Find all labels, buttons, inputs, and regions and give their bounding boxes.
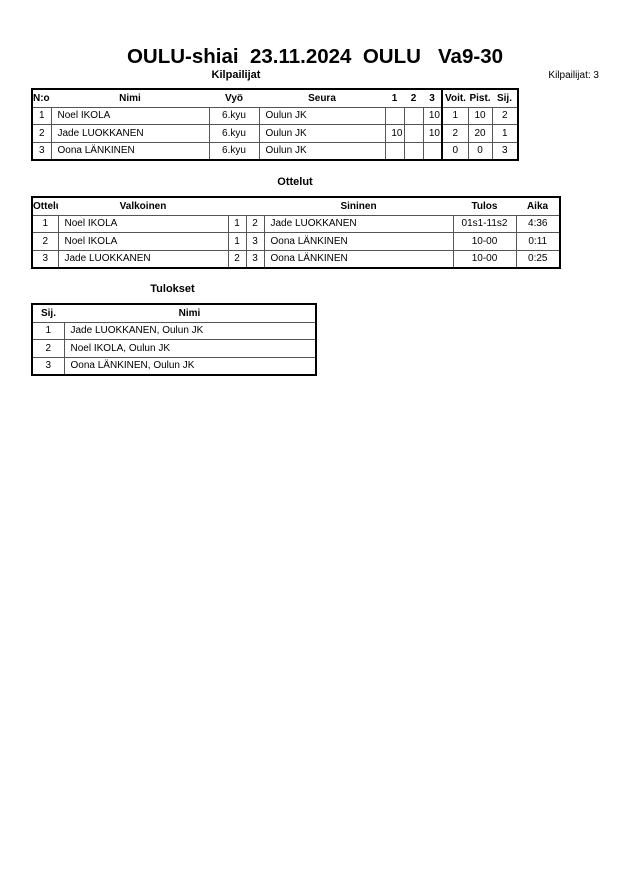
table-row: 1 Noel IKOLA 6.kyu Oulun JK 10 1 10 2 [31,106,519,125]
table-row: 3 Jade LUOKKANEN 2 3 Oona LÄNKINEN 10-00 0:25 [31,249,561,269]
table-cell: 1 [31,321,65,340]
header-row: N:o Nimi Vyö Seura 1 2 3 Voit. Pist. Sij. [32,89,518,108]
table-cell: Noel IKOLA [57,214,229,233]
table-row: 2 Noel IKOLA 1 3 Oona LÄNKINEN 10-00 0:11 [31,232,561,251]
table-cell [403,106,424,125]
column-header: Pist. [468,89,492,108]
table-cell: 3 [491,141,519,161]
table-cell [384,141,405,161]
table-cell: 1 [227,232,247,251]
table-row: 3 Oona LÄNKINEN, Oulun JK [31,356,317,376]
table-cell: 10 [467,106,493,125]
table-cell: 0 [441,141,469,161]
table-cell: 3 [31,249,59,269]
table-cell: Oulun JK [258,124,386,143]
table-cell: 3 [31,356,65,376]
table-cell: 6.kyu [208,141,260,161]
header-row: Sij. Nimi [32,304,316,323]
table-cell: 3 [245,249,265,269]
table-cell: 2 [441,124,469,143]
column-header [228,197,246,216]
table-cell: 3 [31,141,52,161]
column-header: 3 [423,89,442,108]
column-header: 2 [404,89,423,108]
column-header: Ottelu [32,197,58,216]
column-header: Sij. [32,304,64,323]
column-header: Valkoinen [58,197,228,216]
table-cell [403,141,424,161]
column-header: 1 [385,89,404,108]
table-cell: 0:11 [515,232,561,251]
table-cell [384,106,405,125]
table-cell: 2 [491,106,519,125]
table-cell: 20 [467,124,493,143]
table-cell: Oona LÄNKINEN [263,232,454,251]
table-cell: 10 [384,124,405,143]
results-table: Sij. Nimi 1 Jade LUOKKANEN, Oulun JK 2 Noel I… [31,303,317,376]
table-cell: Noel IKOLA [50,106,210,125]
table-cell [422,141,443,161]
table-cell: Jade LUOKKANEN, Oulun JK [63,321,317,340]
table-cell: 1 [227,214,247,233]
column-header: Vyö [209,89,259,108]
table-cell: 3 [245,232,265,251]
table-cell: 10-00 [452,232,517,251]
table-cell: 01s1-11s2 [452,214,517,233]
table-cell: 1 [441,106,469,125]
table-cell: 10 [422,124,443,143]
column-header: Sij. [492,89,518,108]
table-cell: Oona LÄNKINEN [263,249,454,269]
table-cell: 4:36 [515,214,561,233]
column-header: Tulos [453,197,516,216]
competitors-count: Kilpailijat: 3 [548,70,599,81]
competitors-heading: Kilpailijat [211,69,261,81]
table-cell: 10 [422,106,443,125]
table-cell: 2 [227,249,247,269]
table-cell: 2 [31,124,52,143]
table-row: 2 Noel IKOLA, Oulun JK [31,339,317,358]
table-row: 3 Oona LÄNKINEN 6.kyu Oulun JK 0 0 3 [31,141,519,161]
table-cell: 2 [31,339,65,358]
column-header: Nimi [51,89,209,108]
table-row: 2 Jade LUOKKANEN 6.kyu Oulun JK 10 10 2 20 1 [31,124,519,143]
table-cell: 1 [491,124,519,143]
column-header: Voit. [441,89,468,108]
matches-heading: Ottelut [277,176,313,188]
table-cell: 10-00 [452,249,517,269]
column-header: N:o [32,89,51,108]
table-row: 1 Jade LUOKKANEN, Oulun JK [31,321,317,340]
table-cell: Oulun JK [258,106,386,125]
table-cell: 6.kyu [208,124,260,143]
table-cell: 2 [245,214,265,233]
table-cell: Jade LUOKKANEN [50,124,210,143]
table-cell: Noel IKOLA, Oulun JK [63,339,317,358]
competitors-table: N:o Nimi Vyö Seura 1 2 3 Voit. Pist. Sij. 1 Noel IK… [31,88,519,161]
column-header: Sininen [264,197,453,216]
column-header: Nimi [64,304,316,323]
table-cell: Jade LUOKKANEN [57,249,229,269]
table-cell: Oona LÄNKINEN, Oulun JK [63,356,317,376]
table-row: 1 Noel IKOLA 1 2 Jade LUOKKANEN 01s1-11s2 4:36 [31,214,561,233]
table-cell: 1 [31,214,59,233]
results-heading: Tulokset [150,283,195,295]
table-cell [403,124,424,143]
table-cell: 0 [467,141,493,161]
table-cell: 6.kyu [208,106,260,125]
column-header [246,197,264,216]
table-cell: Oulun JK [258,141,386,161]
table-cell: 1 [31,106,52,125]
column-header: Aika [516,197,560,216]
page-title: OULU-shiai 23.11.2024 OULU Va9-30 [126,45,503,68]
column-header: Seura [259,89,385,108]
table-cell: 0:25 [515,249,561,269]
table-cell: 2 [31,232,59,251]
table-cell: Oona LÄNKINEN [50,141,210,161]
table-cell: Noel IKOLA [57,232,229,251]
table-cell: Jade LUOKKANEN [263,214,454,233]
